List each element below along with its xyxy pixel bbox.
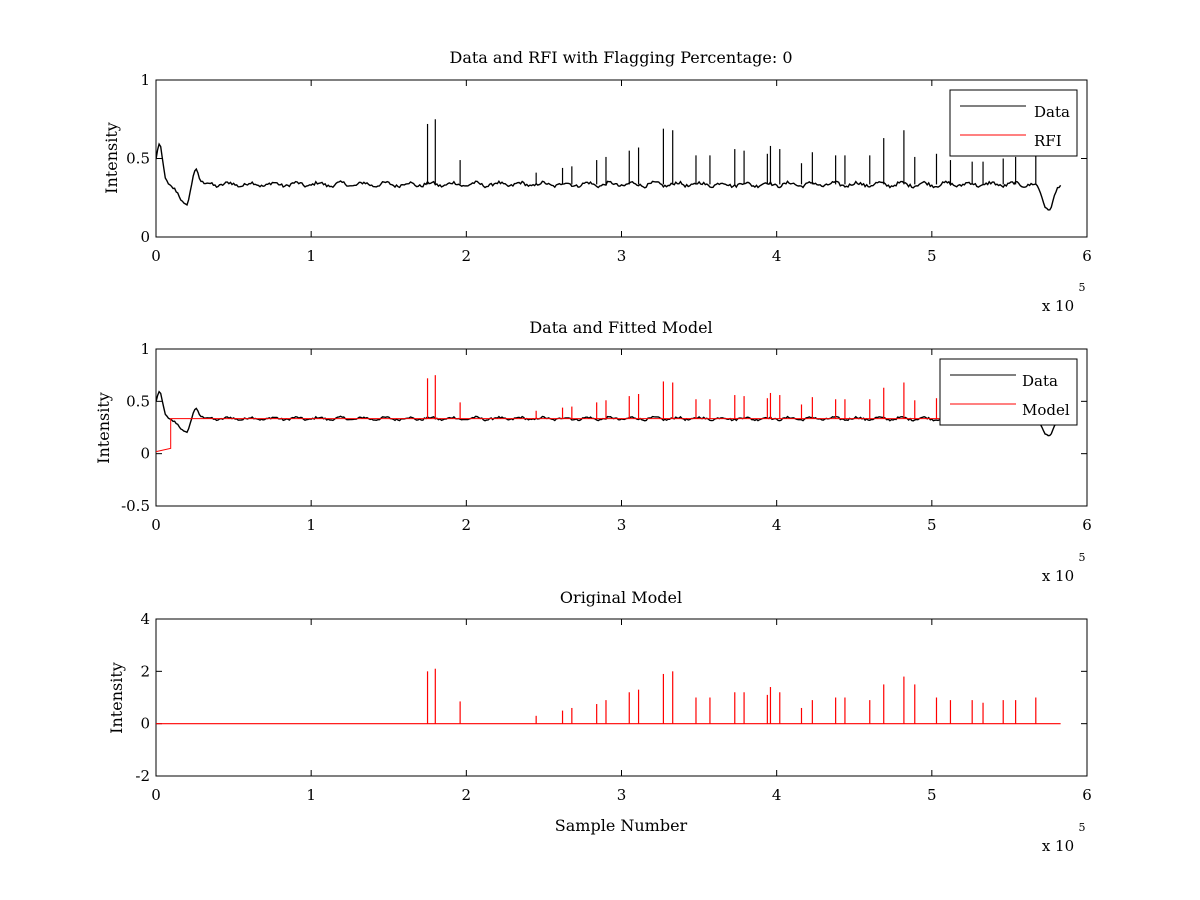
y-tick-label: -0.5 — [121, 497, 150, 515]
x-tick-label: 5 — [927, 247, 937, 265]
x-tick-label: 3 — [617, 786, 627, 804]
y-tick-label: 0 — [140, 445, 150, 463]
axes-box — [155, 79, 1088, 238]
y-tick-label: 2 — [140, 662, 150, 680]
x-multiplier-label: x 10 — [1042, 567, 1074, 585]
x-exponent-label: 5 — [1079, 281, 1086, 294]
x-tick-label: 6 — [1082, 786, 1092, 804]
x-tick-label: 2 — [462, 247, 472, 265]
x-tick-label: 0 — [151, 516, 161, 534]
legend-entry-data: Data — [1034, 103, 1070, 121]
x-multiplier-label: x 10 — [1042, 837, 1074, 855]
x-tick-label: 3 — [617, 247, 627, 265]
y-axis-label: Intensity — [107, 662, 126, 734]
x-axis-label: Sample Number — [555, 816, 688, 835]
x-tick-label: 2 — [462, 516, 472, 534]
x-tick-label: 1 — [306, 516, 316, 534]
panel-original-model: Original Model Intensity Sample Number x… — [107, 588, 1092, 855]
axes: 0 1 2 3 4 5 6-0.500.51 — [121, 340, 1092, 534]
plot-area — [156, 119, 1062, 211]
series-line-model — [156, 418, 1061, 453]
y-tick-label: 1 — [140, 71, 150, 89]
x-tick-label: 4 — [772, 786, 782, 804]
axes-box — [155, 348, 1088, 507]
x-tick-label: 4 — [772, 247, 782, 265]
x-tick-label: 5 — [927, 516, 937, 534]
panel-data-fitted-model: Data and Fitted Model Intensity x 10 5 0… — [94, 318, 1092, 585]
legend: Data RFI — [949, 89, 1078, 157]
plot-area — [156, 668, 1061, 725]
axes-box — [155, 618, 1088, 777]
panel-title: Data and RFI with Flagging Percentage: 0 — [449, 48, 792, 67]
y-tick-label: 0 — [140, 715, 150, 733]
x-tick-label: 0 — [151, 786, 161, 804]
y-axis-label: Intensity — [102, 122, 121, 194]
plot-area — [156, 375, 1062, 453]
x-tick-label: 2 — [462, 786, 472, 804]
panel-title: Data and Fitted Model — [529, 318, 712, 337]
y-tick-label: 1 — [140, 340, 150, 358]
x-tick-label: 1 — [306, 786, 316, 804]
x-tick-label: 0 — [151, 247, 161, 265]
x-exponent-label: 5 — [1079, 821, 1086, 834]
legend-box — [939, 358, 1078, 426]
x-tick-label: 6 — [1082, 247, 1092, 265]
legend-entry-model: Model — [1022, 401, 1070, 419]
axes: 0 1 2 3 4 5 6 0 0.5 1 — [126, 71, 1092, 265]
legend-entry-rfi: RFI — [1034, 132, 1062, 150]
y-tick-label: -2 — [135, 767, 150, 785]
x-multiplier-label: x 10 — [1042, 297, 1074, 315]
x-exponent-label: 5 — [1079, 551, 1086, 564]
x-tick-label: 1 — [306, 247, 316, 265]
x-tick-label: 5 — [927, 786, 937, 804]
legend-entry-data: Data — [1022, 372, 1058, 390]
legend: Data Model — [939, 358, 1078, 426]
series-line-data — [156, 142, 1062, 211]
x-tick-label: 3 — [617, 516, 627, 534]
panel-title: Original Model — [560, 588, 682, 607]
y-axis-label: Intensity — [94, 392, 113, 464]
y-tick-label: 0.5 — [126, 150, 150, 168]
panel-data-rfi: Data and RFI with Flagging Percentage: 0… — [102, 48, 1092, 315]
y-tick-label: 0 — [140, 228, 150, 246]
x-tick-label: 4 — [772, 516, 782, 534]
y-tick-label: 4 — [140, 610, 150, 628]
y-tick-label: 0.5 — [126, 392, 150, 410]
legend-box — [949, 89, 1078, 157]
x-tick-label: 6 — [1082, 516, 1092, 534]
